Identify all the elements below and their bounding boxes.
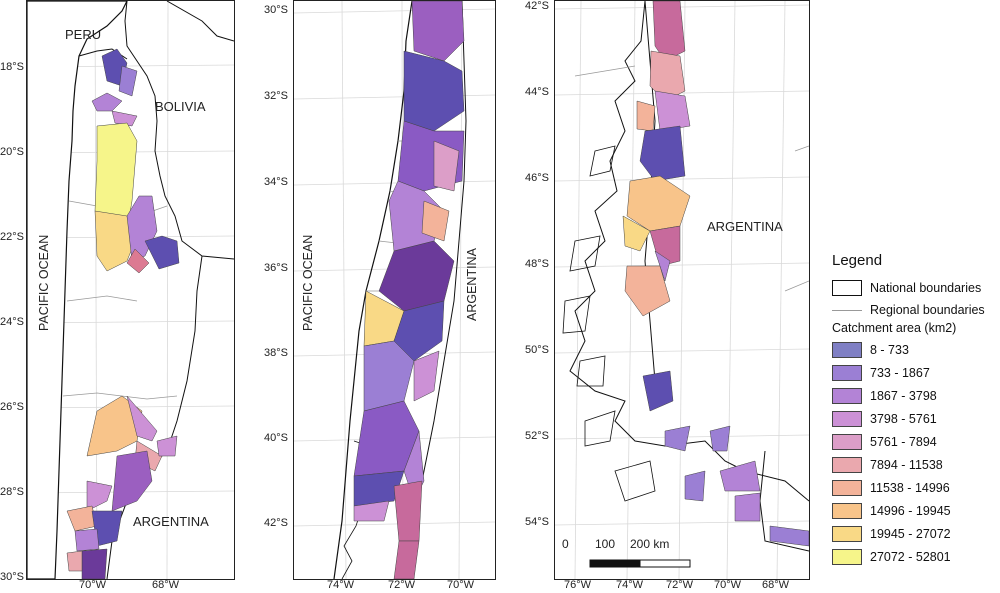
legend-class-swatch [832, 526, 862, 542]
label-argentina: ARGENTINA [465, 247, 479, 321]
lat-tick: 32°S [264, 90, 288, 102]
national-boundary-swatch [832, 280, 862, 296]
lat-tick: 34°S [264, 176, 288, 188]
scalebar-label-0: 0 [562, 537, 569, 551]
lat-tick: 40°S [264, 432, 288, 444]
legend-class-row: 27072 - 52801 [832, 548, 1000, 566]
lat-tick: 44°S [525, 86, 549, 98]
legend-class-label: 27072 - 52801 [870, 550, 951, 564]
lon-tick: 74°W [327, 579, 355, 591]
scale-bar: 0 100 200 km [562, 537, 691, 568]
north-map-svg: PERU BOLIVIA ARGENTINA PACIFIC OCEAN [27, 1, 234, 579]
lon-tick: 70°W [447, 579, 475, 591]
lat-tick: 52°S [525, 430, 549, 442]
label-pacific-ocean: PACIFIC OCEAN [37, 235, 51, 331]
label-pacific-ocean: PACIFIC OCEAN [301, 235, 315, 331]
legend-class-row: 14996 - 19945 [832, 502, 1000, 520]
lon-tick: 72°W [388, 579, 416, 591]
lat-tick: 48°S [525, 258, 549, 270]
legend-national-row: National boundaries [832, 279, 1000, 297]
lon-tick: 76°W [564, 579, 592, 591]
coastline-south [569, 1, 809, 502]
legend-class-row: 1867 - 3798 [832, 387, 1000, 405]
lon-tick: 72°W [666, 579, 694, 591]
lon-tick: 70°W [79, 579, 107, 591]
lon-tick: 68°W [762, 579, 790, 591]
bolivia-border-2 [166, 1, 234, 42]
legend-class-row: 7894 - 11538 [832, 456, 1000, 474]
lat-tick: 30°S [0, 571, 24, 583]
lat-tick: 36°S [264, 262, 288, 274]
legend-class-label: 1867 - 3798 [870, 389, 937, 403]
central-map-svg: PACIFIC OCEAN ARGENTINA [294, 1, 495, 579]
legend-class-label: 5761 - 7894 [870, 435, 937, 449]
legend-classes: 8 - 733 733 - 1867 1867 - 3798 3798 - 5761 5… [832, 341, 1000, 566]
legend-class-swatch [832, 388, 862, 404]
catchments-central [353, 1, 465, 579]
label-bolivia: BOLIVIA [155, 99, 206, 114]
lat-tick: 42°S [525, 0, 549, 12]
legend-class-swatch [832, 434, 862, 450]
label-argentina: ARGENTINA [707, 219, 783, 234]
lat-tick: 54°S [525, 516, 549, 528]
tierra-border [759, 450, 809, 552]
legend-class-label: 3798 - 5761 [870, 412, 937, 426]
lat-tick: 46°S [525, 172, 549, 184]
map-panel-central[interactable]: PACIFIC OCEAN ARGENTINA [293, 0, 496, 580]
coastline-north [27, 1, 128, 579]
lon-tick: 74°W [616, 579, 644, 591]
legend-class-row: 5761 - 7894 [832, 433, 1000, 451]
legend-class-label: 19945 - 27072 [870, 527, 951, 541]
legend-class-label: 14996 - 19945 [870, 504, 951, 518]
legend-class-swatch [832, 480, 862, 496]
legend-catchment-title: Catchment area (km2) [832, 321, 957, 335]
lat-tick: 24°S [0, 316, 24, 328]
lat-tick: 50°S [525, 344, 549, 356]
legend-national-label: National boundaries [870, 281, 982, 295]
label-argentina: ARGENTINA [133, 514, 209, 529]
lat-tick: 18°S [0, 61, 24, 73]
map-legend: Legend National boundaries Regional boun… [832, 252, 1000, 571]
bolivia-border [124, 1, 234, 260]
legend-class-row: 3798 - 5761 [832, 410, 1000, 428]
legend-regional-label: Regional boundaries [870, 303, 985, 317]
lon-tick: 68°W [152, 579, 180, 591]
legend-class-row: 733 - 1867 [832, 364, 1000, 382]
legend-class-swatch [832, 365, 862, 381]
legend-class-swatch [832, 549, 862, 565]
scalebar-label-100: 100 [595, 537, 615, 551]
legend-title: Legend [832, 252, 883, 269]
legend-class-row: 19945 - 27072 [832, 525, 1000, 543]
lat-tick: 26°S [0, 401, 24, 413]
lat-tick: 38°S [264, 347, 288, 359]
map-panel-north[interactable]: PERU BOLIVIA ARGENTINA PACIFIC OCEAN [26, 0, 235, 580]
legend-class-label: 11538 - 14996 [870, 481, 950, 495]
legend-class-row: 11538 - 14996 [832, 479, 1000, 497]
legend-class-swatch [832, 342, 862, 358]
label-peru: PERU [65, 27, 101, 42]
legend-class-swatch [832, 503, 862, 519]
legend-class-label: 7894 - 11538 [870, 458, 943, 472]
legend-class-label: 733 - 1867 [870, 366, 930, 380]
catchments-north [66, 48, 180, 579]
regional-boundary-swatch [832, 309, 862, 311]
legend-class-swatch [832, 457, 862, 473]
regional-line [66, 295, 138, 302]
legend-class-row: 8 - 733 [832, 341, 1000, 359]
legend-regional-row: Regional boundaries [832, 301, 1000, 319]
regional-lines [574, 65, 809, 292]
scalebar-label-200: 200 km [630, 537, 669, 551]
south-map-svg: ARGENTINA 0 100 200 km [555, 1, 809, 579]
catchments-south [622, 1, 809, 547]
lat-tick: 28°S [0, 486, 24, 498]
map-panel-south[interactable]: ARGENTINA 0 100 200 km [554, 0, 810, 580]
legend-class-swatch [832, 411, 862, 427]
lon-tick: 70°W [714, 579, 742, 591]
islands-south [562, 145, 656, 502]
lat-tick: 22°S [0, 231, 24, 243]
lat-tick: 42°S [264, 517, 288, 529]
legend-class-label: 8 - 733 [870, 343, 909, 357]
lat-tick: 20°S [0, 146, 24, 158]
lat-tick: 30°S [264, 4, 288, 16]
